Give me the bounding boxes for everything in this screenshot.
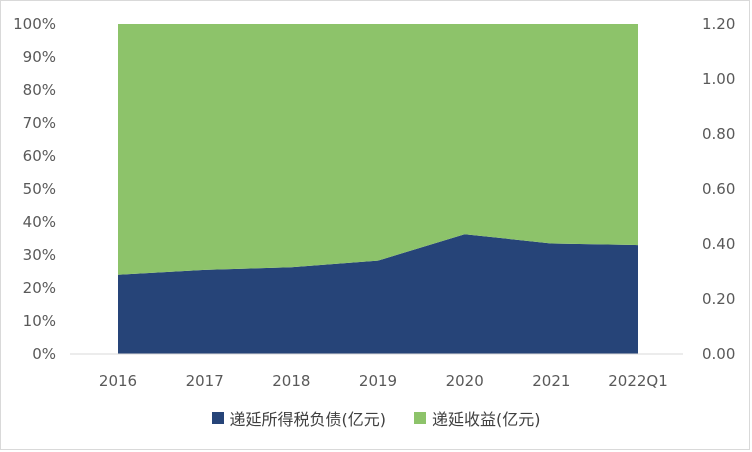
right-y-tick-label: 1.00 bbox=[702, 70, 735, 88]
right-y-tick-label: 0.40 bbox=[702, 235, 735, 253]
x-tick-label: 2020 bbox=[446, 372, 484, 390]
legend: 递延所得税负债(亿元) 递延收益(亿元) bbox=[0, 406, 752, 430]
legend-item-deferred-income: 递延收益(亿元) bbox=[414, 406, 541, 430]
area-series-0 bbox=[118, 234, 638, 354]
left-y-tick-label: 60% bbox=[23, 147, 56, 165]
right-y-tick-label: 1.20 bbox=[702, 15, 735, 33]
x-tick-label: 2016 bbox=[99, 372, 137, 390]
x-tick-label: 2017 bbox=[186, 372, 224, 390]
right-y-tick-label: 0.60 bbox=[702, 180, 735, 198]
left-y-tick-label: 90% bbox=[23, 48, 56, 66]
left-y-tick-label: 40% bbox=[23, 213, 56, 231]
x-tick-label: 2022Q1 bbox=[608, 372, 668, 390]
right-y-tick-label: 0.00 bbox=[702, 345, 735, 363]
legend-label-deferred-tax-liability: 递延所得税负债(亿元) bbox=[229, 410, 387, 429]
left-y-tick-label: 20% bbox=[23, 279, 56, 297]
left-y-tick-label: 30% bbox=[23, 246, 56, 264]
right-y-tick-label: 0.80 bbox=[702, 125, 735, 143]
legend-item-deferred-tax-liability: 递延所得税负债(亿元) bbox=[211, 406, 387, 430]
left-y-axis: 0% 10% 20% 30% 40% 50% 60% 70% 80% 90% 100% bbox=[13, 15, 56, 363]
left-y-tick-label: 10% bbox=[23, 312, 56, 330]
x-tick-label: 2021 bbox=[532, 372, 570, 390]
x-tick-label: 2019 bbox=[359, 372, 397, 390]
x-tick-label: 2018 bbox=[272, 372, 310, 390]
x-axis: 2016 2017 2018 2019 2020 2021 2022Q1 bbox=[99, 372, 668, 390]
left-y-tick-label: 0% bbox=[32, 345, 56, 363]
legend-swatch-deferred-income bbox=[414, 412, 426, 424]
area-series-1 bbox=[118, 24, 638, 275]
right-y-axis: 0.00 0.20 0.40 0.60 0.80 1.00 1.20 bbox=[702, 15, 735, 363]
legend-label-deferred-income: 递延收益(亿元) bbox=[432, 410, 541, 429]
left-y-tick-label: 70% bbox=[23, 114, 56, 132]
left-y-tick-label: 100% bbox=[13, 15, 56, 33]
left-y-tick-label: 50% bbox=[23, 180, 56, 198]
right-y-tick-label: 0.20 bbox=[702, 290, 735, 308]
area-layer bbox=[118, 24, 638, 354]
legend-swatch-deferred-tax-liability bbox=[211, 412, 224, 424]
left-y-tick-label: 80% bbox=[23, 81, 56, 99]
